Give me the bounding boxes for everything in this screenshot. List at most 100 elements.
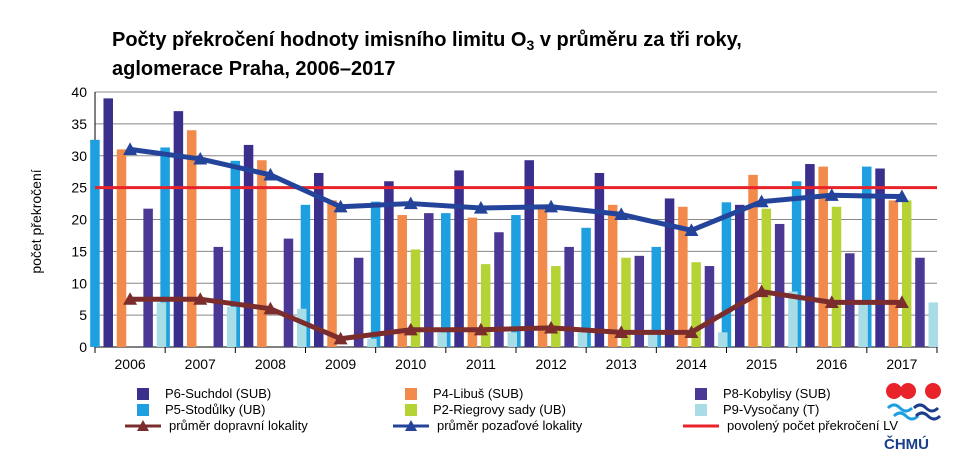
bar-p8-kobylisy-sub- — [564, 246, 574, 347]
chmu-logo-icon — [886, 383, 942, 421]
y-tick-label: 35 — [71, 116, 87, 132]
title-line-1-main: Počty překročení hodnoty imisního limitu… — [112, 29, 527, 51]
legend-marker — [683, 420, 719, 432]
legend-item: průměr pozaďové lokality — [393, 418, 582, 434]
bar-p5-stod-lky-ub- — [511, 215, 521, 347]
bar-p9-vyso-any-t- — [858, 304, 868, 347]
bar-p2-riegrovy-sady-ub- — [621, 257, 631, 347]
legend-item: P4-Libuš (SUB) — [393, 386, 523, 402]
bar-p6-suchdol-sub- — [243, 144, 254, 347]
x-tick-label: 2011 — [466, 356, 496, 372]
bar-p9-vyso-any-t- — [718, 332, 728, 347]
legend-label: P2-Riegrovy sady (UB) — [433, 402, 566, 417]
line-marker — [544, 320, 559, 334]
x-tick-label: 2009 — [325, 356, 356, 372]
bar-p4-libu-sub- — [537, 208, 548, 347]
bar-p9-vyso-any-t- — [647, 334, 658, 347]
y-tick-label: 20 — [71, 212, 87, 228]
line-marker — [754, 194, 769, 208]
bar-p9-vyso-any-t- — [367, 338, 377, 347]
bar-p2-riegrovy-sady-ub- — [901, 200, 912, 347]
x-tick-label: 2017 — [886, 356, 917, 372]
x-tick-label: 2016 — [816, 356, 847, 372]
line-marker — [894, 295, 909, 308]
bar-p2-riegrovy-sady-ub- — [410, 249, 421, 347]
legend-item: průměr dopravní lokality — [125, 418, 308, 434]
line-marker — [263, 301, 278, 315]
bar-p5-stod-lky-ub- — [721, 202, 732, 347]
line-marker — [473, 201, 488, 214]
title-line-1: Počty překročení hodnoty imisního limitu… — [112, 28, 742, 57]
y-tick-label: 15 — [71, 243, 87, 259]
line-marker — [754, 284, 769, 298]
legend-marker — [137, 404, 149, 416]
legend-item: P8-Kobylisy (SUB) — [683, 386, 831, 402]
bar-p2-riegrovy-sady-ub- — [691, 262, 701, 347]
bar-p5-stod-lky-ub- — [300, 204, 311, 347]
x-tick-label: 2012 — [536, 356, 567, 372]
legend-marker — [405, 404, 417, 416]
bar-p9-vyso-any-t- — [226, 306, 237, 347]
x-tick-label: 2013 — [606, 356, 637, 372]
legend-marker — [695, 388, 707, 400]
bar-p4-libu-sub- — [257, 160, 267, 347]
bar-p6-suchdol-sub- — [384, 181, 394, 347]
legend-item: P9-Vysočany (T) — [683, 402, 819, 418]
bar-p4-libu-sub- — [607, 204, 618, 347]
bar-p6-suchdol-sub- — [103, 98, 113, 347]
x-tick-label: 2006 — [115, 356, 146, 372]
bar-p2-riegrovy-sady-ub- — [480, 264, 491, 347]
y-tick-label: 25 — [71, 180, 87, 196]
bar-p5-stod-lky-ub- — [230, 160, 241, 347]
bar-p4-libu-sub- — [327, 200, 337, 347]
bar-p8-kobylisy-sub- — [915, 257, 925, 347]
bar-p6-suchdol-sub- — [734, 204, 745, 347]
chart-legend: P6-Suchdol (SUB) P5-Stodůlky (UB) průměr d… — [0, 386, 976, 446]
legend-label: P6-Suchdol (SUB) — [165, 386, 272, 401]
line-marker — [473, 322, 488, 336]
bar-p5-stod-lky-ub- — [581, 227, 591, 347]
bar-p5-stod-lky-ub- — [160, 147, 170, 347]
line-marker — [684, 223, 699, 236]
line-marker — [544, 199, 559, 213]
legend-marker — [125, 420, 161, 432]
legend-label: P9-Vysočany (T) — [723, 402, 820, 417]
legend-item: P2-Riegrovy sady (UB) — [393, 402, 566, 418]
line-marker — [333, 199, 348, 213]
bar-p5-stod-lky-ub- — [651, 246, 662, 347]
y-axis-label: počet překročení — [28, 169, 44, 273]
logo-text: ČHMÚ — [884, 436, 929, 453]
title-line-1-end: v průměru za tři roky, — [534, 29, 742, 51]
y-tick-label: 0 — [79, 339, 87, 355]
line-marker — [894, 189, 909, 203]
bar-p9-vyso-any-t- — [297, 308, 307, 347]
bar-p4-libu-sub- — [748, 174, 758, 347]
bar-p4-libu-sub- — [818, 166, 828, 347]
line-marker — [614, 325, 629, 338]
bar-p4-libu-sub- — [186, 130, 197, 347]
x-tick-label: 2007 — [185, 356, 216, 372]
bar-p4-libu-sub- — [678, 206, 688, 347]
bar-p2-riegrovy-sady-ub- — [831, 206, 842, 347]
legend-label: povolený počet překročení LV — [727, 418, 899, 433]
legend-item: P5-Stodůlky (UB) — [125, 402, 265, 418]
line-marker — [193, 292, 208, 305]
title-subscript: 3 — [526, 37, 535, 53]
bar-p5-stod-lky-ub- — [791, 181, 802, 347]
bar-p9-vyso-any-t- — [928, 302, 939, 347]
line-marker — [614, 207, 629, 220]
bar-p5-stod-lky-ub- — [441, 213, 451, 347]
bar-chart: 0 5 10 15 20 25 30 35 40 počet překročení 2006 2007… — [28, 84, 939, 372]
legend-item: povolený počet překročení LV — [683, 418, 898, 434]
line-marker — [684, 325, 699, 338]
bar-p8-kobylisy-sub- — [213, 246, 224, 347]
title-line-2: aglomerace Praha, 2006–2017 — [112, 58, 396, 80]
bar-p6-suchdol-sub- — [875, 168, 885, 347]
line-marker — [824, 188, 839, 201]
legend-item: P6-Suchdol (SUB) — [125, 386, 271, 402]
line-marker — [403, 196, 418, 210]
line-marker — [263, 167, 278, 181]
series-line-pr-m-r-dopravn-lokality — [130, 289, 902, 342]
bar-p8-kobylisy-sub- — [704, 266, 715, 347]
bar-p4-libu-sub- — [467, 217, 478, 347]
